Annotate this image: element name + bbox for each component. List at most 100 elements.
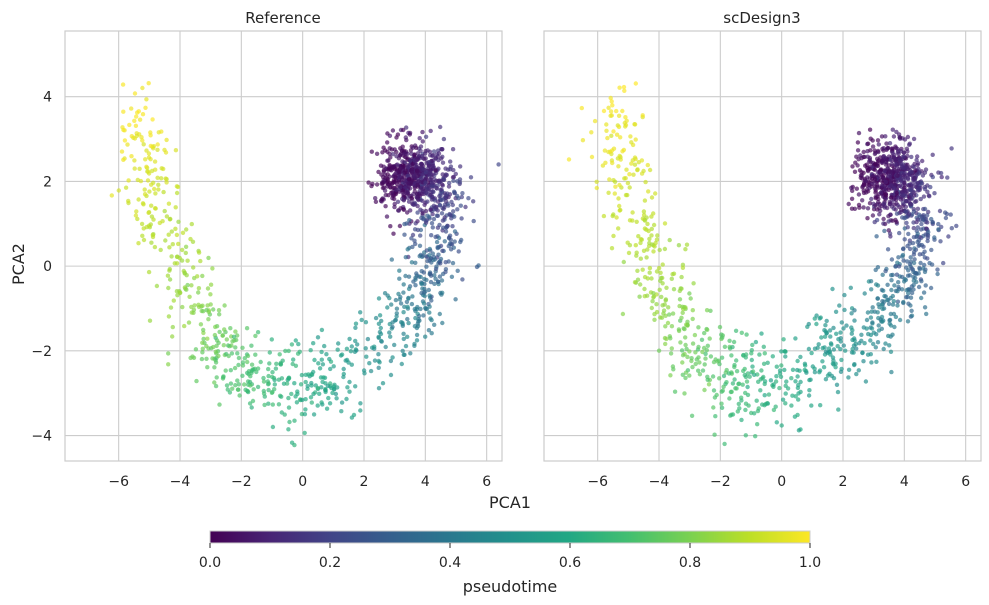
data-point — [424, 277, 429, 283]
data-point — [688, 296, 693, 301]
data-point — [353, 384, 358, 389]
data-point — [890, 302, 896, 307]
data-point — [173, 148, 179, 153]
data-point — [163, 150, 169, 155]
data-point — [420, 286, 425, 291]
data-point — [779, 423, 784, 428]
data-point — [887, 318, 892, 323]
data-point — [872, 167, 877, 172]
data-point — [908, 187, 913, 193]
data-point — [496, 162, 501, 167]
data-point — [420, 139, 425, 144]
data-point — [945, 175, 950, 180]
data-point — [423, 190, 429, 196]
data-point — [168, 305, 174, 310]
data-point — [891, 134, 897, 139]
data-point — [434, 239, 440, 245]
data-point — [313, 390, 318, 395]
data-point — [399, 361, 404, 367]
data-point — [136, 197, 141, 202]
data-point — [906, 301, 911, 306]
data-point — [883, 134, 888, 139]
data-point — [757, 352, 762, 357]
data-point — [887, 343, 892, 348]
data-point — [186, 320, 192, 325]
data-point — [604, 128, 609, 133]
data-point — [208, 292, 213, 297]
data-point — [374, 182, 380, 187]
data-point — [778, 374, 784, 379]
data-point — [403, 273, 408, 279]
data-point — [133, 213, 139, 218]
data-point — [665, 320, 671, 326]
data-point — [910, 267, 916, 272]
data-point — [642, 286, 647, 292]
data-point — [217, 312, 222, 317]
data-point — [868, 352, 873, 357]
data-point — [731, 339, 737, 345]
data-point — [915, 206, 921, 211]
data-point — [305, 386, 310, 391]
data-point — [267, 350, 272, 355]
data-point — [444, 225, 449, 230]
data-point — [878, 178, 883, 183]
data-point — [717, 376, 722, 381]
data-point — [697, 372, 703, 377]
data-point — [287, 419, 292, 425]
data-point — [841, 343, 846, 348]
data-point — [213, 360, 219, 365]
data-point — [909, 170, 914, 175]
data-point — [812, 346, 818, 351]
data-point — [418, 148, 423, 153]
data-point — [882, 228, 887, 234]
data-point — [443, 269, 448, 275]
data-point — [740, 382, 745, 387]
data-point — [450, 147, 456, 152]
data-point — [938, 239, 943, 244]
data-point — [396, 208, 401, 213]
data-point — [409, 236, 414, 241]
data-point — [711, 405, 716, 410]
data-point — [730, 381, 736, 386]
data-point — [378, 331, 384, 337]
data-point — [722, 441, 727, 447]
data-point — [907, 246, 913, 252]
data-point — [413, 275, 418, 280]
data-point — [416, 313, 422, 319]
data-point — [189, 283, 194, 288]
data-point — [616, 196, 621, 201]
data-point — [373, 199, 379, 204]
data-point — [843, 348, 848, 353]
data-point — [922, 305, 928, 310]
data-point — [762, 379, 768, 384]
data-point — [817, 368, 823, 373]
data-point — [810, 364, 815, 369]
data-point — [932, 235, 937, 240]
data-point — [876, 142, 881, 147]
data-point — [707, 336, 712, 341]
data-point — [418, 233, 423, 238]
data-point — [406, 296, 411, 301]
data-point — [152, 186, 157, 192]
data-point — [418, 306, 423, 312]
data-point — [649, 305, 654, 311]
data-point — [426, 188, 431, 193]
data-point — [736, 401, 741, 407]
data-point — [838, 330, 843, 335]
data-point — [376, 352, 381, 357]
data-point — [753, 434, 758, 439]
data-point — [889, 204, 895, 209]
data-point — [935, 271, 940, 277]
data-point — [608, 149, 613, 154]
data-point — [246, 369, 252, 374]
data-point — [429, 233, 434, 238]
data-point — [391, 178, 396, 183]
data-point — [404, 125, 409, 130]
data-point — [242, 382, 247, 387]
data-point — [822, 334, 828, 339]
data-point — [422, 156, 427, 162]
data-point — [735, 409, 740, 414]
colorbar-tick-label: 0.4 — [439, 555, 461, 571]
data-point — [182, 285, 188, 290]
data-point — [321, 375, 326, 380]
